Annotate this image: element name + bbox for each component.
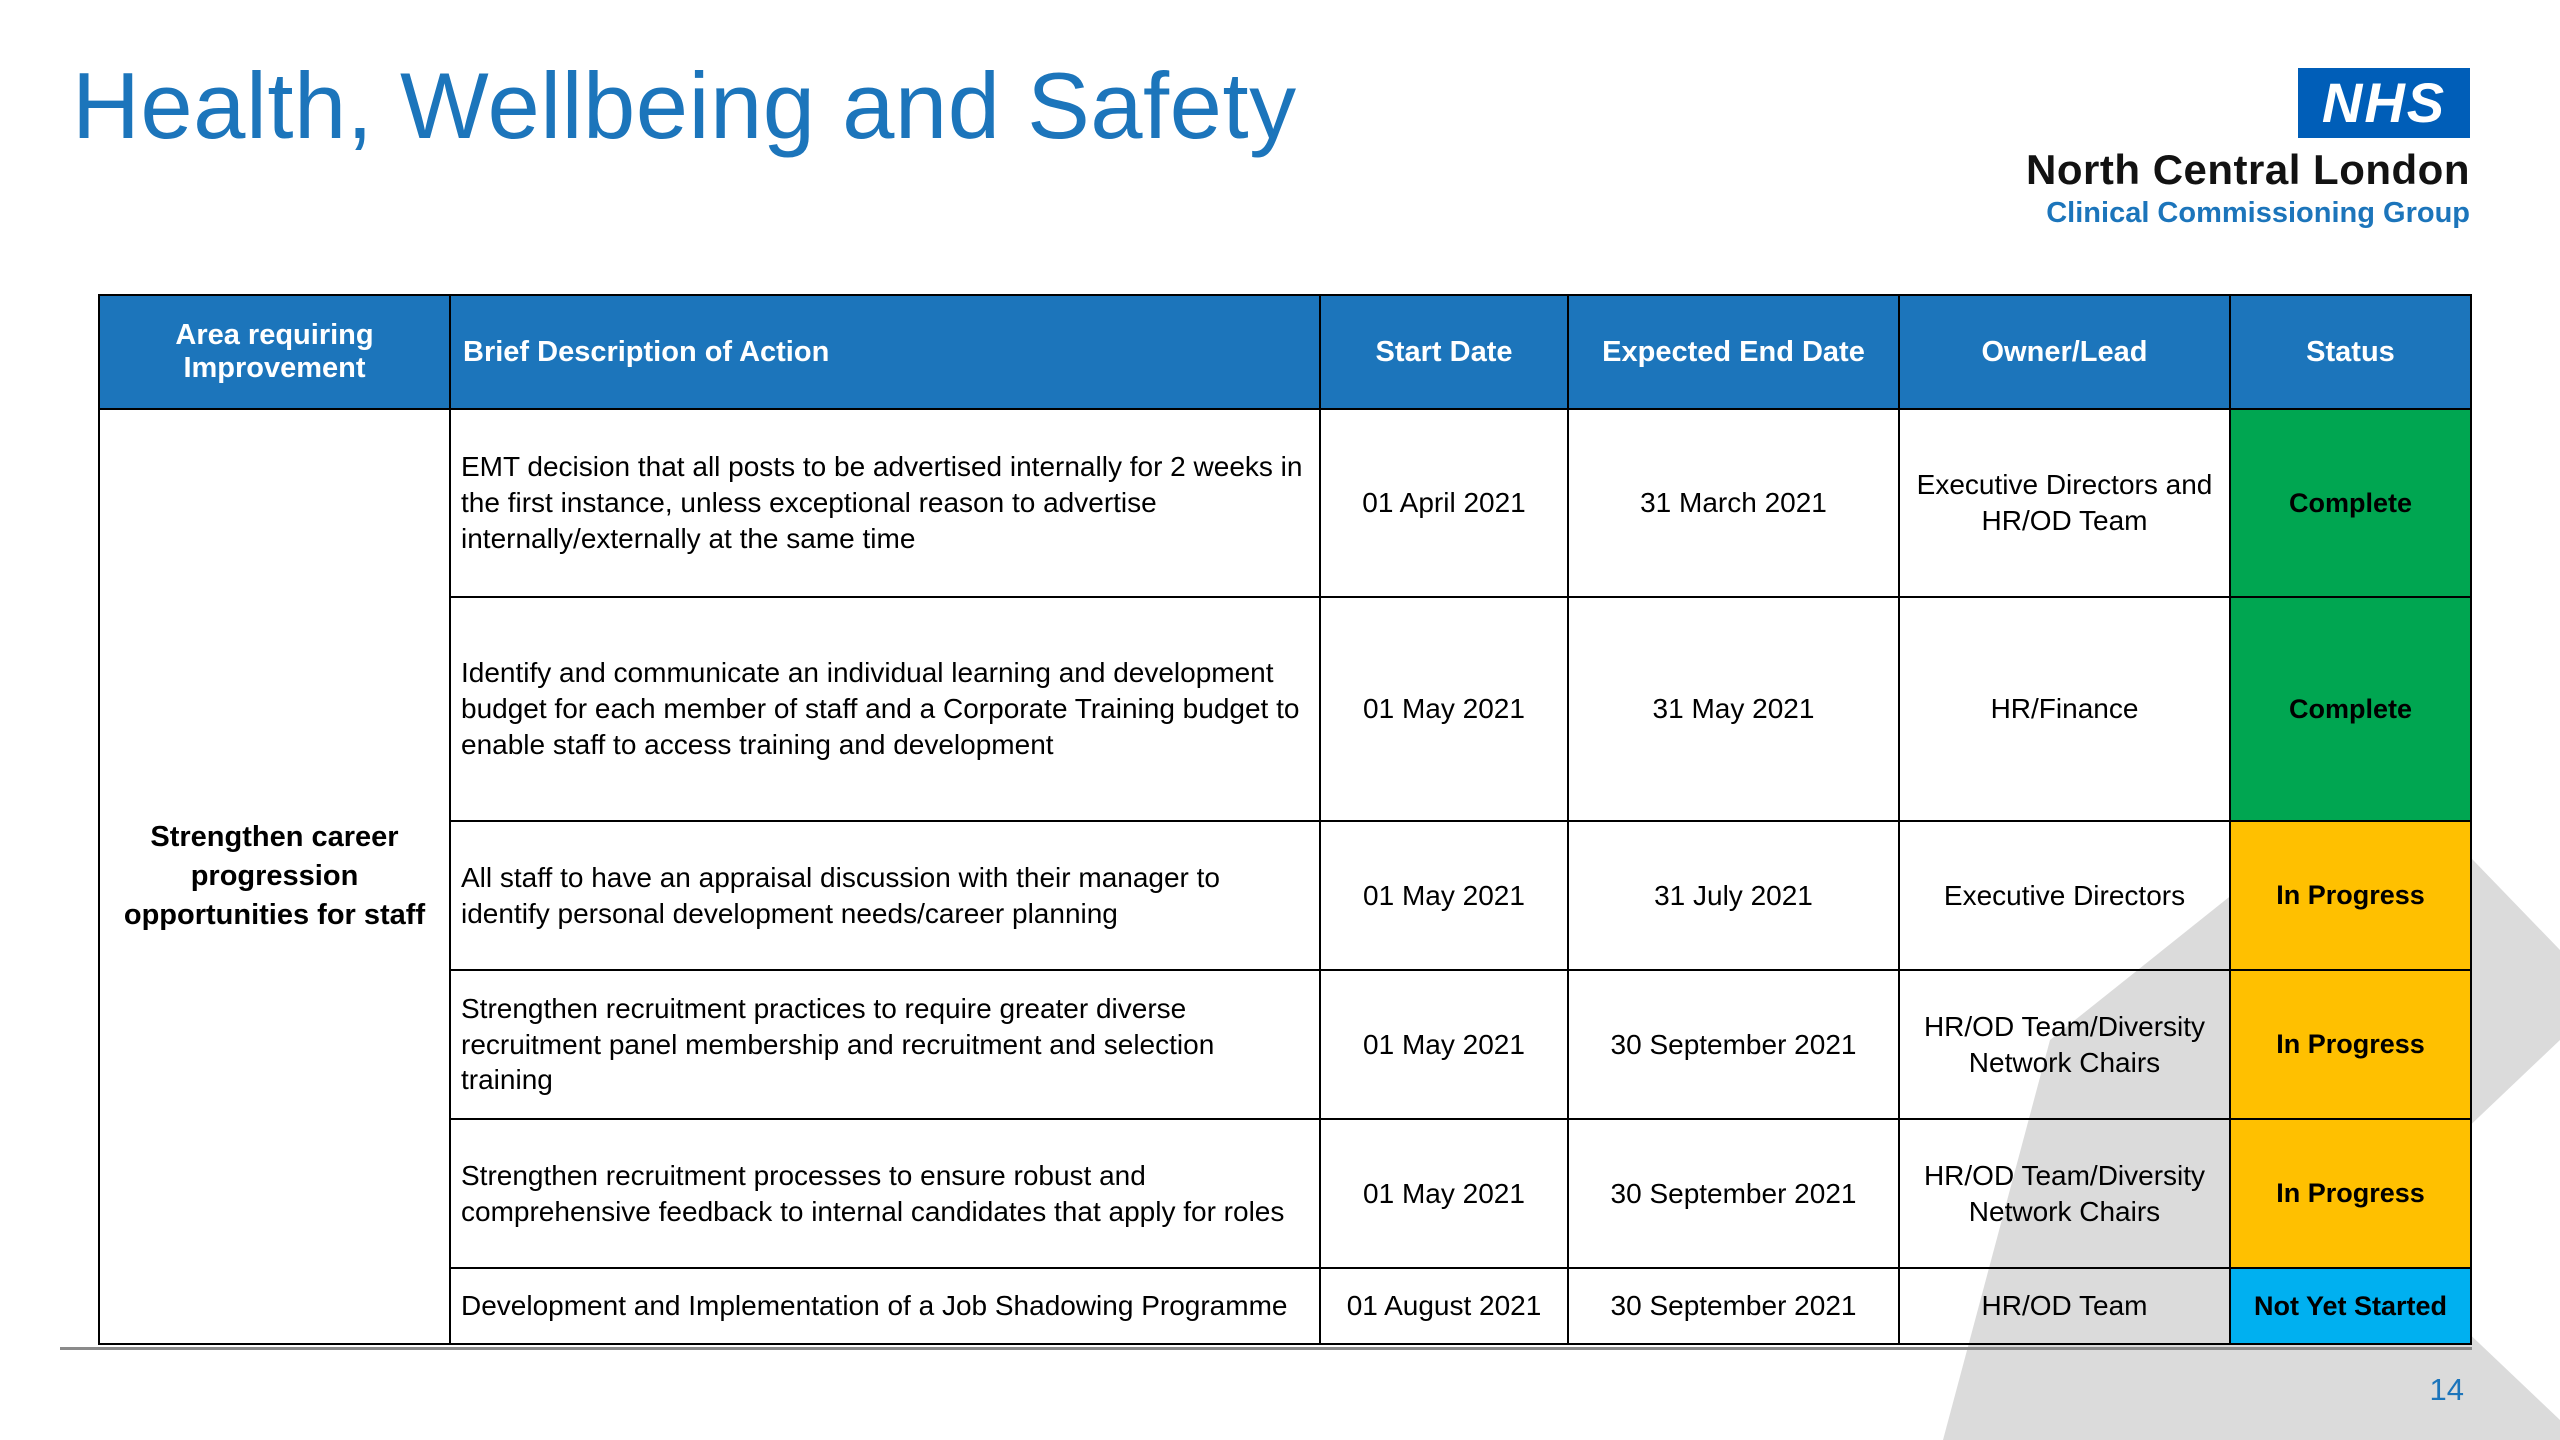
description-cell: Identify and communicate an individual l… <box>449 596 1321 822</box>
status-cell: Not Yet Started <box>2229 1267 2472 1345</box>
start-date-cell: 01 May 2021 <box>1319 969 1569 1120</box>
col-header-start-date: Start Date <box>1319 294 1569 410</box>
end-date-cell: 31 July 2021 <box>1567 820 1900 971</box>
start-date-cell: 01 May 2021 <box>1319 820 1569 971</box>
table-row: Strengthen career progression opportunit… <box>98 408 2472 1345</box>
nhs-logo-icon: NHS <box>2298 68 2470 138</box>
description-cell: Development and Implementation of a Job … <box>449 1267 1321 1345</box>
table-row: Identify and communicate an individual l… <box>99 596 2472 822</box>
description-cell: EMT decision that all posts to be advert… <box>449 408 1321 598</box>
start-date-cell: 01 April 2021 <box>1319 408 1569 598</box>
col-header-status: Status <box>2229 294 2472 410</box>
end-date-cell: 31 May 2021 <box>1567 596 1900 822</box>
table-row: Strengthen recruitment processes to ensu… <box>99 1118 2472 1269</box>
end-date-cell: 30 September 2021 <box>1567 1118 1900 1269</box>
footer-divider-line <box>60 1347 2472 1350</box>
status-cell: In Progress <box>2229 1118 2472 1269</box>
start-date-cell: 01 May 2021 <box>1319 1118 1569 1269</box>
page-title: Health, Wellbeing and Safety <box>72 53 1297 158</box>
status-cell: In Progress <box>2229 969 2472 1120</box>
owner-cell: Executive Directors and HR/OD Team <box>1898 408 2231 598</box>
owner-cell: HR/OD Team/Diversity Network Chairs <box>1898 969 2231 1120</box>
description-cell: Strengthen recruitment processes to ensu… <box>449 1118 1321 1269</box>
start-date-cell: 01 May 2021 <box>1319 596 1569 822</box>
end-date-cell: 30 September 2021 <box>1567 1267 1900 1345</box>
end-date-cell: 31 March 2021 <box>1567 408 1900 598</box>
status-cell: Complete <box>2229 408 2472 598</box>
table-header-row: Area requiring Improvement Brief Descrip… <box>98 294 2472 410</box>
owner-cell: HR/OD Team <box>1898 1267 2231 1345</box>
owner-cell: HR/OD Team/Diversity Network Chairs <box>1898 1118 2231 1269</box>
table-row: Development and Implementation of a Job … <box>99 1267 2472 1345</box>
owner-cell: HR/Finance <box>1898 596 2231 822</box>
action-plan-table: Area requiring Improvement Brief Descrip… <box>98 294 2472 1345</box>
status-cell: In Progress <box>2229 820 2472 971</box>
logo-sub-name: Clinical Commissioning Group <box>2046 197 2470 229</box>
description-cell: All staff to have an appraisal discussio… <box>449 820 1321 971</box>
page-number: 14 <box>2429 1372 2464 1407</box>
col-header-area: Area requiring Improvement <box>98 294 451 410</box>
col-header-end-date: Expected End Date <box>1567 294 1900 410</box>
description-cell: Strengthen recruitment practices to requ… <box>449 969 1321 1120</box>
status-cell: Complete <box>2229 596 2472 822</box>
table-row: All staff to have an appraisal discussio… <box>99 820 2472 971</box>
table-row: Strengthen recruitment practices to requ… <box>99 969 2472 1120</box>
area-cell: Strengthen career progression opportunit… <box>98 408 451 1345</box>
col-header-owner: Owner/Lead <box>1898 294 2231 410</box>
col-header-description: Brief Description of Action <box>449 294 1321 410</box>
logo-org-name: North Central London <box>2026 146 2470 193</box>
start-date-cell: 01 August 2021 <box>1319 1267 1569 1345</box>
owner-cell: Executive Directors <box>1898 820 2231 971</box>
nhs-logo: NHS North Central London Clinical Commis… <box>2026 68 2470 230</box>
end-date-cell: 30 September 2021 <box>1567 969 1900 1120</box>
